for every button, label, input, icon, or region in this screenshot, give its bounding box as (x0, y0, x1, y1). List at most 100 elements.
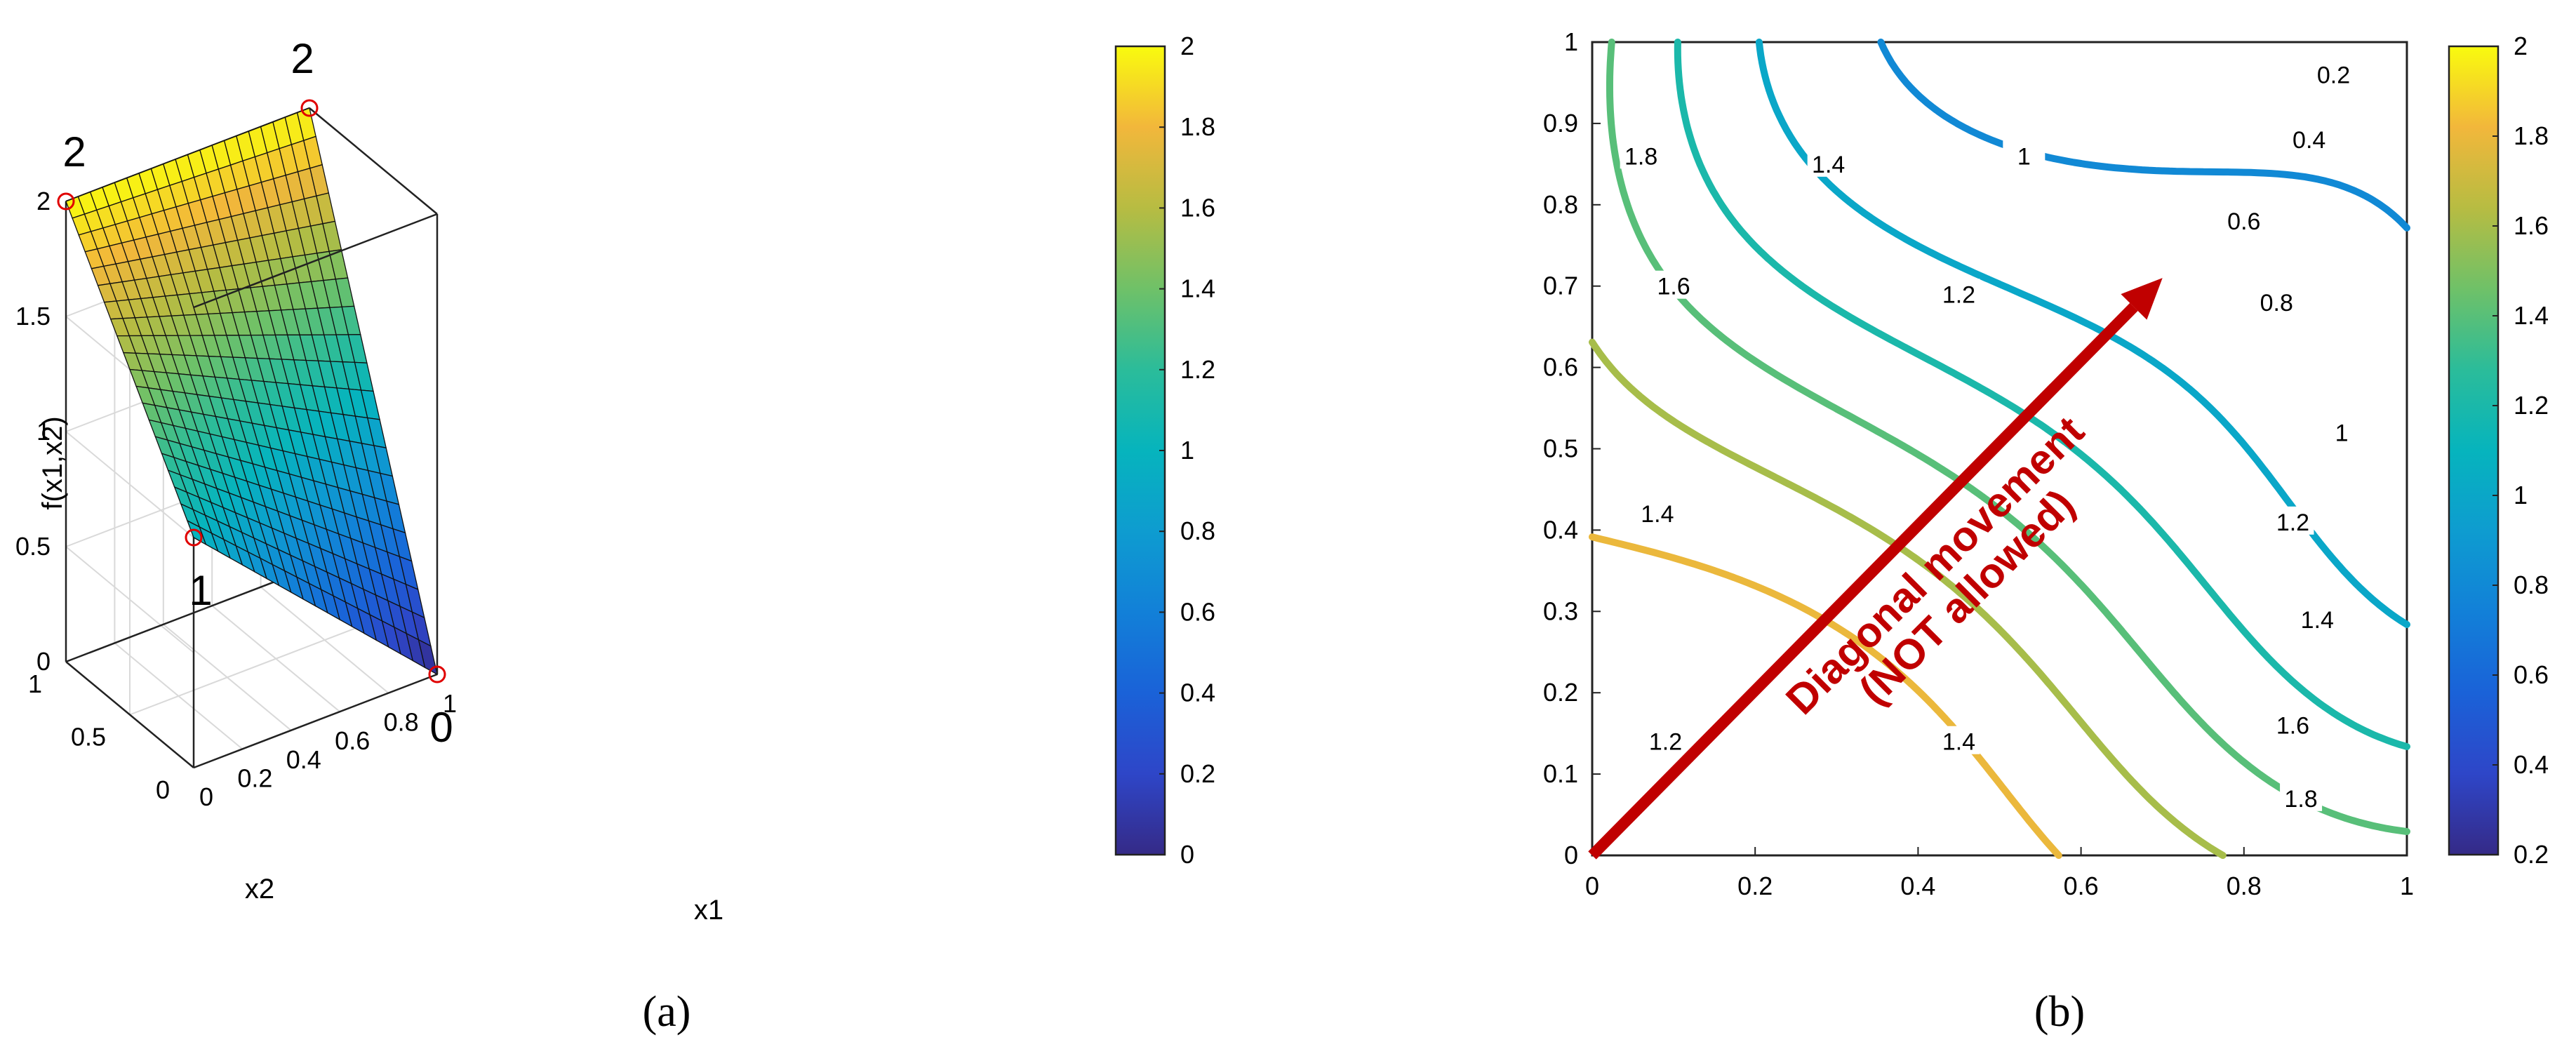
x-tick-label: 0.8 (384, 708, 419, 737)
z-tick-label: 1.5 (15, 302, 51, 331)
contour-line (1755, 39, 2410, 628)
x-tick-label: 0.2 (1737, 872, 1773, 900)
colorbar-b: 0.2 0.4 0.6 0.8 1 1.2 1.4 1.6 1.8 2 (2448, 32, 2549, 869)
corner-marker (300, 99, 319, 117)
contour-label-bg (1807, 148, 1850, 177)
x-tick-label: 0.6 (2064, 872, 2099, 900)
y-tick-label: 1 (1564, 27, 1578, 56)
y-tick-label: 0.6 (1543, 353, 1578, 382)
x-tick-label: 0.8 (2227, 872, 2262, 900)
y-tick-label: 0.5 (71, 723, 106, 752)
box-edge (193, 673, 438, 769)
contour-label: 1.4 (2301, 607, 2334, 634)
x-tick-label: 0.6 (335, 726, 370, 755)
contour-line (1674, 39, 2410, 750)
panel-label-a: (a) (643, 988, 691, 1036)
contour-label: 1.6 (1657, 274, 1690, 300)
contour-label-bg (2271, 506, 2314, 535)
contour-label: 1.4 (1942, 729, 1975, 756)
contour-label-bg (2296, 603, 2339, 632)
contour-label-bg (1636, 498, 1679, 527)
corner-value-label: 0 (429, 704, 453, 751)
corner-marker (428, 665, 446, 683)
contour-label: 1.8 (2284, 786, 2317, 813)
contour-label: 0.8 (2260, 290, 2293, 316)
colorbar-bar (2448, 45, 2500, 856)
corner-marker (185, 528, 203, 547)
y-tick-label: 0.8 (1543, 190, 1578, 219)
surface-cell (418, 639, 438, 676)
y-tick-label: 0.1 (1543, 759, 1578, 788)
y-tick-label: 0.3 (1543, 596, 1578, 625)
z-tick-label: 0 (36, 647, 51, 676)
contour-label-bg (2271, 709, 2314, 738)
contour-label-bg (1653, 270, 1695, 299)
contour-label-bg (1644, 726, 1687, 754)
contour-labels: 1.8 1.6 1.4 1 1.2 1.4 1.2 1.4 0.2 0.4 0.6 0.8 1 1.2 1.… (1620, 59, 2363, 813)
colorbar-tick-label: 1.6 (1180, 193, 1215, 222)
x-tick-label: 1 (443, 689, 457, 718)
colorbar-tick-label: 0.8 (1180, 516, 1215, 545)
contour-label: 1.2 (2276, 509, 2309, 536)
panel-b: 1.81.61.4 11.21.41.2 1.40.20.40.60.811.21.… (1543, 27, 2549, 1036)
colorbar-tick-label: 0.2 (1180, 759, 1215, 788)
contour-label-bg (2288, 124, 2330, 153)
contour-label: 1.4 (1812, 152, 1845, 178)
grid-line (129, 620, 374, 716)
contour-label-bg (2321, 417, 2363, 446)
surface-front-box (193, 107, 439, 674)
colorbar-tick-label: 1.2 (1180, 355, 1215, 384)
x-axis-label: x1 (694, 895, 723, 926)
colorbar-tick-label: 1 (2514, 481, 2528, 509)
x-tick-label: 1 (2400, 872, 2414, 900)
colorbar-tick-label: 0.2 (2514, 840, 2549, 869)
colorbar-tick-label: 0.8 (2514, 570, 2549, 599)
contour-label-bg (2280, 782, 2323, 811)
contour-line (1589, 338, 2227, 859)
contour-label-bg (2312, 59, 2355, 88)
colorbar-tick-label: 1.2 (2514, 391, 2549, 420)
contour-label: 1 (2017, 143, 2031, 170)
contour-label: 1 (2335, 420, 2349, 446)
corner-marker (57, 192, 75, 211)
colorbar-tick-label: 0 (1180, 840, 1194, 869)
panel-label-b: (b) (2034, 988, 2085, 1036)
colorbar-tick-label: 2 (1180, 32, 1194, 60)
corner-value-label: 2 (62, 128, 86, 175)
y-tick-label: 0.5 (1543, 434, 1578, 463)
contour-label-bg (2003, 140, 2046, 169)
contour-label: 1.6 (2276, 713, 2309, 740)
colorbar-tick-label: 1.6 (2514, 211, 2549, 240)
corner-value-label: 2 (291, 35, 314, 82)
contour-label-bg (2255, 286, 2298, 315)
contour-label-bg (2222, 205, 2265, 234)
diagonal-arrow (1588, 278, 2163, 860)
corner-value-label: 1 (189, 567, 212, 614)
box-edge (309, 107, 438, 215)
colorbar-tick-label: 1.4 (2514, 301, 2549, 330)
y-tick-label: 0 (1564, 841, 1578, 869)
colorbar-tick-label: 1.4 (1180, 274, 1215, 303)
colorbar-bar (1114, 45, 1166, 856)
contour-line (1589, 533, 2062, 859)
contour-label: 0.2 (2317, 62, 2350, 88)
y-tick-label: 1 (28, 669, 42, 698)
colorbar-tick-label: 0.4 (1180, 679, 1215, 707)
z-tick-label: 1 (36, 417, 51, 446)
box-edge (65, 661, 194, 768)
x-tick-label: 0 (1585, 872, 1599, 900)
y-tick-label: 0.9 (1543, 109, 1578, 138)
colorbar-tick-label: 0.6 (1180, 597, 1215, 626)
z-tick-label: 2 (36, 187, 51, 215)
contour-lines (1589, 39, 2410, 859)
colorbar-tick-label: 1 (1180, 436, 1194, 465)
contour-label-bg (1937, 726, 1980, 754)
arrow-head (2121, 278, 2163, 320)
colorbar-tick-label: 0.6 (2514, 660, 2549, 689)
y-tick-label: 0.7 (1543, 272, 1578, 300)
contour-label: 1.2 (1942, 281, 1975, 308)
box-edge (193, 213, 438, 309)
y-tick-label: 0.2 (1543, 678, 1578, 707)
